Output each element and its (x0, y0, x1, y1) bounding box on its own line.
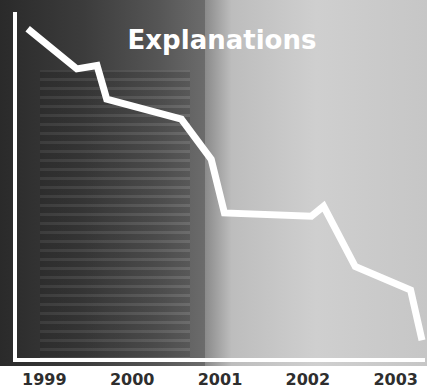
x-tick-label: 2003 (373, 370, 418, 389)
x-tick-label: 2000 (110, 370, 155, 389)
x-axis (13, 358, 425, 362)
data-line (28, 29, 422, 341)
x-tick-label: 2002 (286, 370, 331, 389)
chart-svg: 1999 2000 2001 2002 2003 Explanations (0, 0, 427, 389)
chart-title: Explanations (128, 25, 317, 55)
x-tick-label: 2001 (198, 370, 243, 389)
x-tick-label: 1999 (22, 370, 67, 389)
y-axis (13, 12, 17, 360)
chart-root: 1999 2000 2001 2002 2003 Explanations (0, 0, 427, 389)
plot-area (28, 29, 422, 341)
